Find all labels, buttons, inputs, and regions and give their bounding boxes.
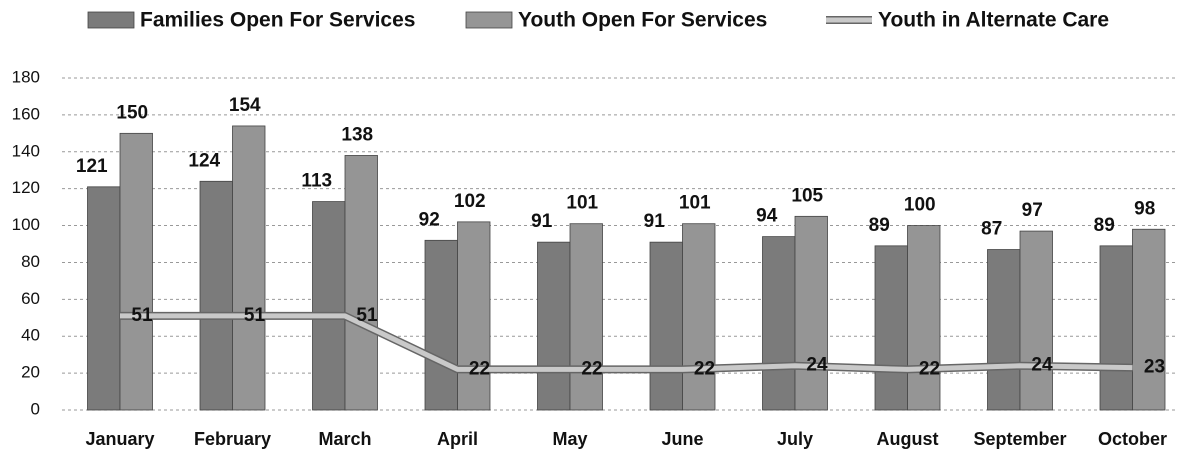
bar xyxy=(649,241,683,411)
bar xyxy=(1099,245,1133,411)
x-tick-label: January xyxy=(85,429,154,449)
data-label: 51 xyxy=(356,305,378,326)
x-tick-label: March xyxy=(318,429,371,449)
data-label: 150 xyxy=(116,102,148,123)
x-tick-label: May xyxy=(552,429,587,449)
data-label: 138 xyxy=(341,124,373,145)
x-tick-label: February xyxy=(194,429,271,449)
bar xyxy=(344,155,378,411)
y-tick-label: 60 xyxy=(21,289,40,308)
data-label: 97 xyxy=(1022,200,1043,221)
bar xyxy=(87,186,121,411)
data-label: 101 xyxy=(679,193,711,214)
bar xyxy=(907,225,941,411)
y-tick-label: 40 xyxy=(21,326,40,345)
y-tick-label: 20 xyxy=(21,363,40,382)
data-label: 98 xyxy=(1134,198,1155,219)
x-tick-label: July xyxy=(777,429,813,449)
bar xyxy=(232,125,266,411)
data-label: 51 xyxy=(131,305,153,326)
line xyxy=(120,313,1133,372)
data-label: 23 xyxy=(1144,357,1165,378)
bar xyxy=(1132,228,1166,411)
y-tick-label: 120 xyxy=(12,178,40,197)
data-label: 102 xyxy=(454,191,486,212)
bar xyxy=(682,223,716,411)
bar xyxy=(119,132,153,411)
x-tick-label: September xyxy=(973,429,1066,449)
bar xyxy=(874,245,908,411)
data-label: 101 xyxy=(566,193,598,214)
bar xyxy=(312,201,346,411)
data-label: 154 xyxy=(229,95,261,116)
y-tick-label: 100 xyxy=(12,215,40,234)
data-label: 105 xyxy=(791,185,823,206)
data-label: 22 xyxy=(694,358,715,379)
data-label: 22 xyxy=(919,358,940,379)
legend-label: Youth Open For Services xyxy=(518,9,767,32)
data-label: 22 xyxy=(469,358,490,379)
bar xyxy=(424,239,458,411)
data-label: 91 xyxy=(644,211,666,232)
x-tick-label: August xyxy=(877,429,939,449)
bar xyxy=(987,249,1021,411)
y-tick-label: 80 xyxy=(21,252,40,271)
x-tick-label: June xyxy=(661,429,703,449)
bar xyxy=(457,221,491,411)
bar xyxy=(1019,230,1053,411)
bar xyxy=(199,180,233,411)
data-label: 91 xyxy=(531,211,553,232)
legend-swatch xyxy=(87,11,135,29)
data-label: 94 xyxy=(756,206,778,227)
bar xyxy=(537,241,571,411)
data-label: 87 xyxy=(981,219,1002,240)
bar xyxy=(569,223,603,411)
bar xyxy=(762,236,796,411)
data-label: 89 xyxy=(869,215,890,236)
data-label: 24 xyxy=(806,355,828,376)
y-tick-label: 160 xyxy=(12,104,40,123)
legend-label: Families Open For Services xyxy=(140,9,415,32)
y-tick-label: 140 xyxy=(12,141,40,160)
data-label: 121 xyxy=(76,156,108,177)
x-tick-label: April xyxy=(437,429,478,449)
data-label: 113 xyxy=(301,171,332,192)
data-label: 51 xyxy=(244,305,266,326)
y-tick-label: 0 xyxy=(31,399,40,418)
y-tick-label: 180 xyxy=(12,67,40,86)
data-label: 124 xyxy=(188,150,220,171)
data-label: 92 xyxy=(419,209,440,230)
data-label: 24 xyxy=(1031,355,1053,376)
legend-swatch xyxy=(465,11,513,29)
data-label: 22 xyxy=(581,358,602,379)
x-tick-label: October xyxy=(1098,429,1167,449)
legend-label: Youth in Alternate Care xyxy=(878,9,1109,32)
line-outline xyxy=(120,311,1133,374)
data-label: 100 xyxy=(904,195,936,216)
bar xyxy=(794,215,828,411)
data-label: 89 xyxy=(1094,215,1115,236)
